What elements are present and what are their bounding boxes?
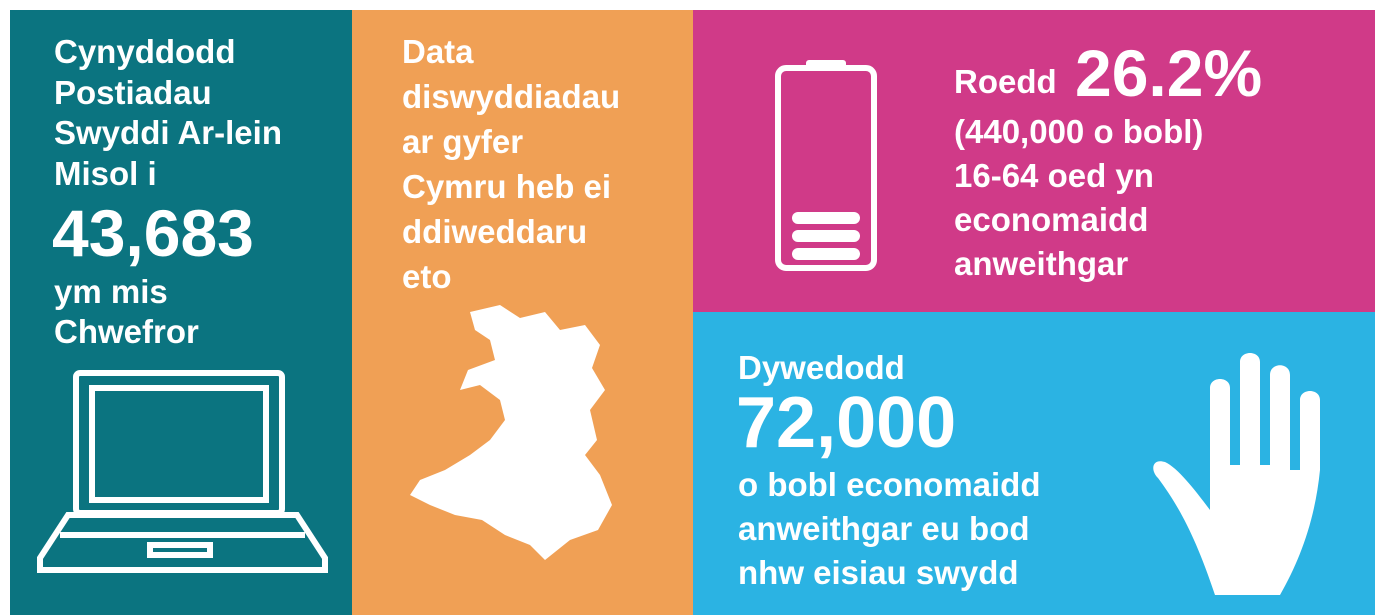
text-line: Postiadau <box>54 73 212 111</box>
text-line: diswyddiadau <box>402 78 621 115</box>
text-line: (440,000 o bobl) <box>954 113 1204 150</box>
magenta-panel <box>693 10 1375 312</box>
text-line: Misol i <box>54 154 157 192</box>
text-line: economaidd <box>954 201 1149 238</box>
text-line: Data <box>402 33 474 70</box>
text-line: Cynyddodd <box>54 33 236 70</box>
hand-icon <box>1153 353 1320 595</box>
text-line: ddiweddaru <box>402 213 588 250</box>
text-line: Dywedodd <box>738 349 905 386</box>
highlight-number: 43,683 <box>52 196 254 270</box>
text-line: o bobl economaidd <box>738 466 1041 503</box>
text-line: anweithgar <box>954 245 1129 282</box>
text-line: anweithgar eu bod <box>738 510 1030 547</box>
text-line: Cymru heb ei <box>402 168 612 205</box>
highlight-number: 26.2% <box>1075 36 1263 110</box>
text-line: ym mis <box>54 273 168 310</box>
text-line: Swyddi Ar-lein <box>54 114 282 151</box>
text-line: eto <box>402 258 452 295</box>
text-line: 16-64 oed yn <box>954 157 1154 194</box>
highlight-number: 72,000 <box>736 383 957 463</box>
text-line: nhw eisiau swydd <box>738 554 1019 591</box>
wales-map <box>410 305 612 560</box>
laptop-icon <box>37 370 328 573</box>
text-line: Roedd <box>954 63 1057 100</box>
text-line: ar gyfer <box>402 123 524 160</box>
text-line: Chwefror <box>54 313 199 350</box>
battery-icon <box>775 60 877 271</box>
